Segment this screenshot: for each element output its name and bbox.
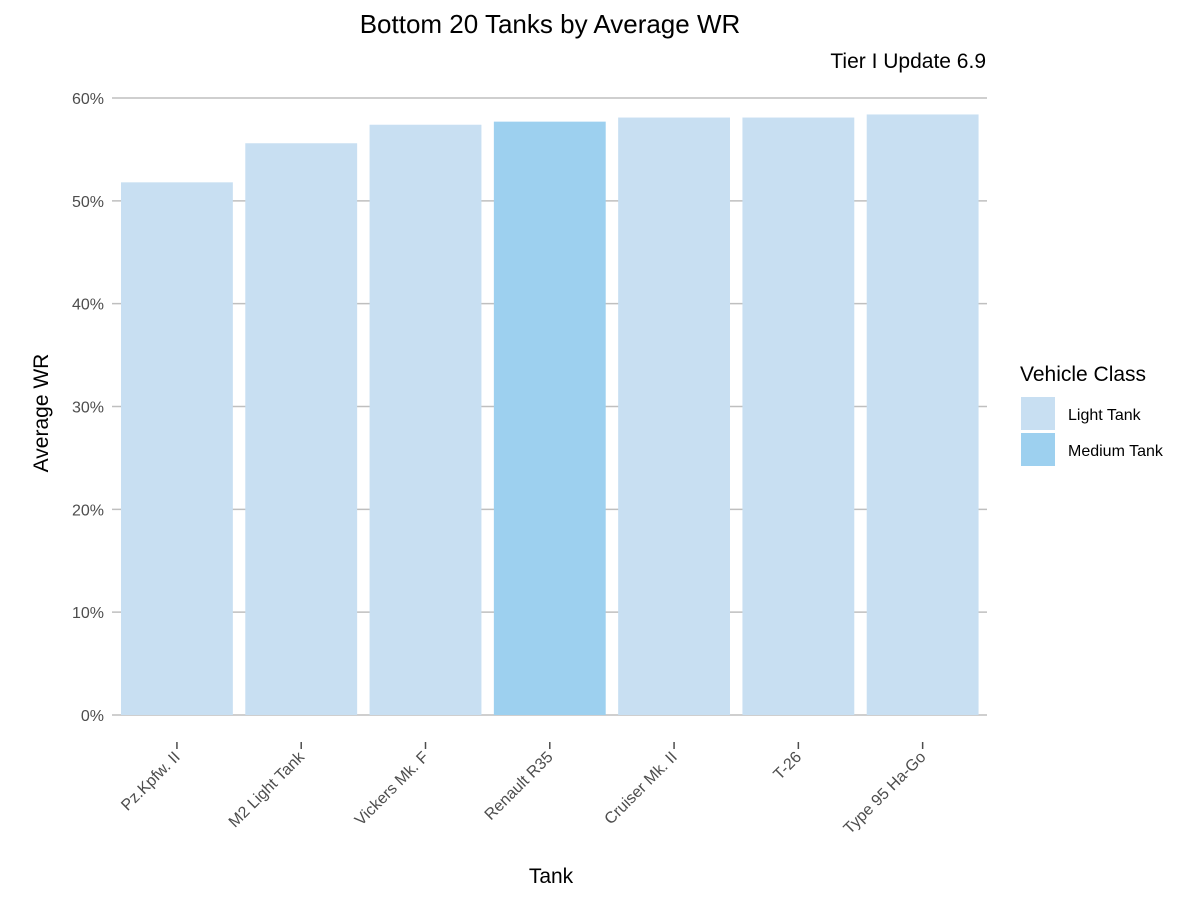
chart-title: Bottom 20 Tanks by Average WR: [360, 9, 741, 39]
bar: [245, 143, 358, 715]
x-axis-title: Tank: [529, 865, 574, 888]
bar: [121, 182, 233, 715]
y-tick-label: 20%: [72, 502, 104, 519]
y-tick-label: 60%: [72, 91, 104, 108]
chart-subtitle: Tier I Update 6.9: [830, 50, 986, 73]
bar: [742, 117, 855, 715]
x-tick-label: Vickers Mk. F: [352, 749, 432, 829]
y-tick-label: 50%: [72, 194, 104, 211]
bar: [369, 124, 482, 715]
x-axis-ticks: Pz.Kpfw. II M2 Light Tank Vickers Mk. F Ren…: [118, 742, 930, 838]
bar: [618, 117, 730, 715]
legend-swatch-light-tank: [1021, 397, 1055, 430]
x-tick-label: Renault R35: [482, 749, 557, 824]
x-tick-label: Cruiser Mk. II: [602, 749, 681, 828]
bars: [121, 114, 979, 716]
legend-label-medium-tank: Medium Tank: [1068, 443, 1164, 460]
y-axis-ticks: 0% 10% 20% 30% 40% 50% 60%: [72, 91, 104, 725]
x-tick-label: Pz.Kpfw. II: [118, 749, 183, 814]
legend: Vehicle Class Light Tank Medium Tank: [1020, 363, 1164, 466]
legend-label-light-tank: Light Tank: [1068, 407, 1142, 424]
x-tick-label: Type 95 Ha-Go: [841, 749, 930, 838]
y-tick-label: 40%: [72, 297, 104, 314]
x-tick-label: M2 Light Tank: [226, 748, 309, 831]
y-tick-label: 30%: [72, 400, 104, 417]
y-tick-label: 10%: [72, 605, 104, 622]
y-tick-label: 0%: [81, 708, 104, 725]
y-axis-title: Average WR: [30, 354, 53, 473]
bar: [866, 114, 979, 716]
legend-swatch-medium-tank: [1021, 433, 1055, 466]
x-tick-label: T-26: [771, 749, 806, 784]
legend-title: Vehicle Class: [1020, 363, 1146, 386]
bar: [493, 121, 606, 715]
